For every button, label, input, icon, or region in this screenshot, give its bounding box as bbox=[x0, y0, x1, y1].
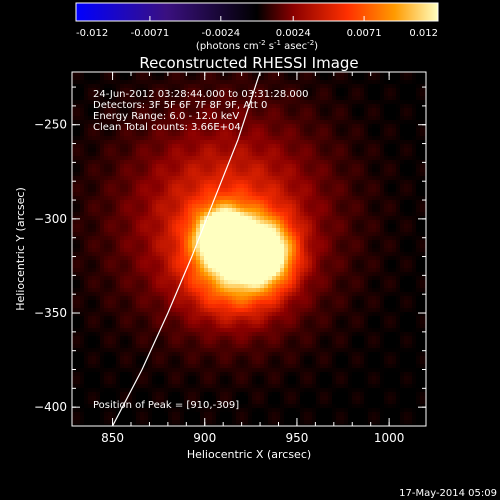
x-tick-label: 850 bbox=[101, 431, 124, 445]
colorbar bbox=[75, 2, 439, 22]
colorbar-ticks: -0.012 -0.0071 -0.0024 0.0024 0.0071 0.012 bbox=[75, 16, 439, 39]
heatmap bbox=[72, 72, 426, 426]
colorbar-tick-label: 0.0024 bbox=[276, 28, 311, 39]
y-tick-label: −250 bbox=[34, 118, 67, 132]
colorbar-units: (photons cm-2 s-1 asec-2) bbox=[196, 39, 318, 52]
colorbar-tick-label: -0.0024 bbox=[201, 28, 240, 39]
annotation-time: 24-Jun-2012 03:28:44.000 to 03:31:28.000 bbox=[93, 89, 309, 100]
peak-position-label: Position of Peak = [910,-309] bbox=[93, 400, 239, 411]
solar-limb-line bbox=[112, 72, 261, 426]
annotation-detectors: Detectors: 3F 5F 6F 7F 8F 9F, Att 0 bbox=[93, 100, 267, 111]
plot-frame bbox=[71, 71, 427, 427]
colorbar-tick-label: 0.0071 bbox=[347, 28, 382, 39]
footer-timestamp: 17-May-2014 05:09 bbox=[399, 488, 497, 499]
x-tick-label: 900 bbox=[193, 431, 216, 445]
x-axis-label: Heliocentric X (arcsec) bbox=[187, 448, 311, 461]
colorbar-tick-label: 0.012 bbox=[409, 28, 438, 39]
y-tick-label: −300 bbox=[34, 212, 67, 226]
axis-ticks: 850 900 950 1000 −400 −350 −300 −250 bbox=[34, 72, 426, 445]
annotation-counts: Clean Total counts: 3.66E+04 bbox=[93, 122, 241, 133]
y-tick-label: −400 bbox=[34, 400, 67, 414]
x-tick-label: 950 bbox=[285, 431, 308, 445]
annotation-energy: Energy Range: 6.0 - 12.0 keV bbox=[93, 111, 239, 122]
colorbar-tick-label: -0.0071 bbox=[131, 28, 170, 39]
colorbar-tick-label: -0.012 bbox=[76, 28, 108, 39]
chart-title: Reconstructed RHESSI Image bbox=[139, 54, 358, 72]
y-tick-label: −350 bbox=[34, 306, 67, 320]
x-tick-label: 1000 bbox=[374, 431, 405, 445]
y-axis-label: Heliocentric Y (arcsec) bbox=[14, 187, 27, 311]
